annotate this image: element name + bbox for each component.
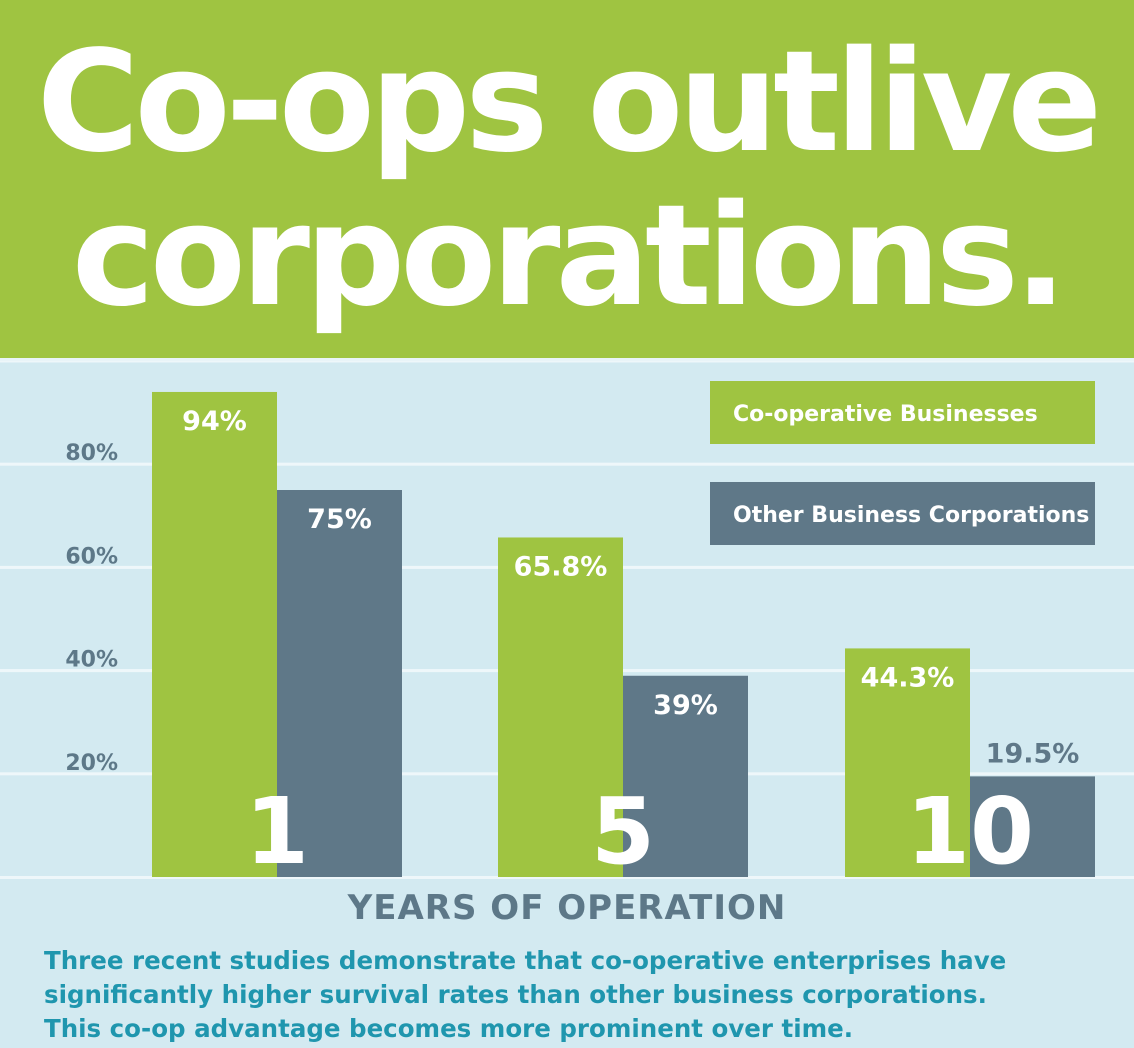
data-label: 44.3% — [861, 662, 955, 693]
data-label: 94% — [182, 406, 247, 437]
title-line-2: corporations. — [71, 175, 1067, 338]
data-labels: 94% 75% 65.8% 39% 44.3% 19.5% — [182, 406, 1079, 769]
bar-coop-1 — [152, 391, 277, 877]
y-tick-label: 60% — [65, 544, 118, 569]
legend-swatch — [710, 482, 1095, 545]
bars — [152, 391, 1095, 877]
caption-line-2: significantly higher survival rates than… — [44, 980, 987, 1009]
y-tick-label: 100% — [50, 361, 118, 363]
bar-coop-5 — [498, 537, 623, 877]
bar-corp-5 — [623, 675, 748, 877]
title-banner: Co-ops outlive corporations. — [0, 0, 1134, 358]
y-axis-tick-labels: 20% 40% 60% 80% 100% — [50, 361, 118, 776]
y-tick-label: 40% — [65, 648, 118, 673]
category-label: 1 — [245, 778, 309, 881]
legend: Co-operative Businesses Other Business Co… — [710, 381, 1095, 545]
legend-label: Co-operative Businesses — [733, 402, 1038, 427]
category-label: 5 — [591, 778, 655, 881]
gridline-100 — [0, 361, 1134, 363]
category-label: 10 — [906, 778, 1034, 881]
y-tick-label: 80% — [65, 441, 118, 466]
caption-line-1: Three recent studies demonstrate that co… — [44, 946, 1007, 975]
gridline-80 — [0, 462, 1134, 466]
header-divider — [0, 358, 1134, 361]
category-labels: 1 5 10 — [245, 778, 1034, 881]
data-label: 39% — [653, 690, 718, 721]
gridline-0 — [0, 876, 1134, 879]
caption-line-3: This co-op advantage becomes more promin… — [44, 1014, 854, 1043]
data-label: 65.8% — [514, 551, 608, 582]
bar-coop-10 — [845, 648, 970, 877]
x-axis-title: YEARS OF OPERATION — [347, 888, 787, 928]
title-line-1: Co-ops outlive — [36, 21, 1102, 184]
caption: Three recent studies demonstrate that co… — [44, 944, 1124, 1046]
y-tick-label: 20% — [65, 751, 118, 776]
bar-corp-1 — [277, 490, 402, 877]
legend-label: Other Business Corporations — [733, 503, 1089, 528]
bar-corp-10 — [970, 776, 1095, 877]
data-label: 75% — [307, 504, 372, 535]
data-label: 19.5% — [986, 738, 1080, 769]
legend-swatch — [710, 381, 1095, 444]
